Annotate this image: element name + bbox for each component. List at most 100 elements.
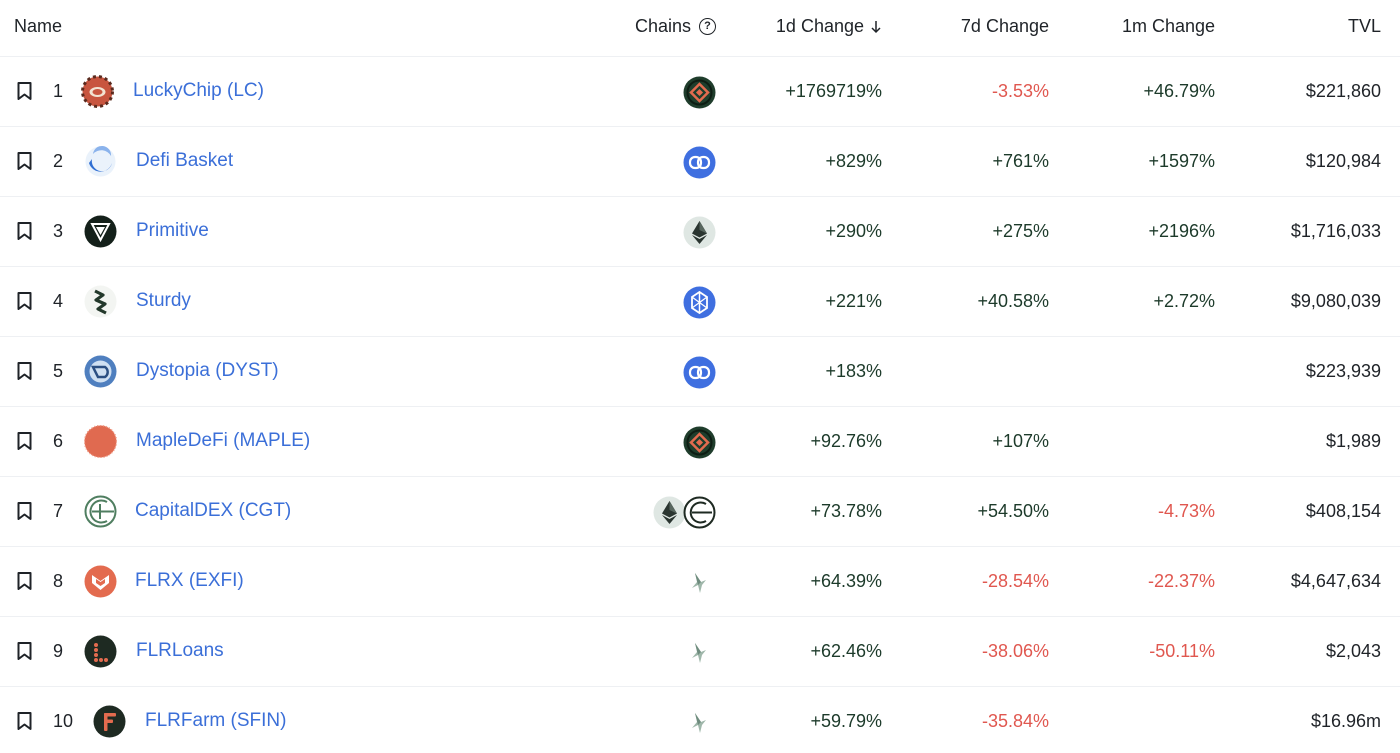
header-name[interactable]: Name: [14, 16, 63, 36]
change-7d-value: +275%: [992, 221, 1049, 241]
table-row: 4 Sturdy +221% +40.58% +2.72% $9,080,039: [0, 267, 1400, 337]
songbird-chain-icon[interactable]: [683, 636, 716, 669]
header-1d-change-label: 1d Change: [775, 16, 864, 36]
chains-cell: [653, 496, 716, 530]
protocol-name-link[interactable]: LuckyChip (LC): [133, 80, 264, 101]
bookmark-icon[interactable]: [16, 501, 33, 521]
rank-number: 5: [53, 361, 64, 381]
change-7d-value: +54.50%: [977, 501, 1049, 521]
bookmark-icon[interactable]: [16, 221, 33, 241]
fantom-chain-icon[interactable]: [683, 286, 716, 319]
bookmark-icon[interactable]: [16, 81, 33, 101]
bnb-chain-icon[interactable]: [683, 426, 716, 459]
change-7d-value: -38.06%: [981, 641, 1049, 661]
songbird-chain-icon[interactable]: [683, 566, 716, 599]
chains-cell: [683, 426, 716, 460]
primitive-logo: [84, 215, 117, 248]
protocol-name-link[interactable]: Primitive: [136, 220, 209, 241]
change-7d-value: -3.53%: [991, 81, 1049, 101]
bnb-chain-icon[interactable]: [683, 76, 716, 109]
table-row: 3 Primitive +290% +275% +2196% $1,716,033: [0, 197, 1400, 267]
chains-cell: [683, 566, 716, 600]
protocol-name-link[interactable]: Dystopia (DYST): [136, 360, 279, 381]
bookmark-icon[interactable]: [16, 151, 33, 171]
tvl-value: $120,984: [1305, 151, 1381, 171]
rank-number: 8: [53, 571, 64, 591]
header-chains: Chains ?: [635, 16, 716, 37]
rank-number: 4: [53, 291, 64, 311]
table-row: 1 LuckyChip (LC) +1769719% -3.53% +46.79% $22…: [0, 57, 1400, 127]
change-1m-value: -22.37%: [1147, 571, 1215, 591]
change-1d-value: +73.78%: [810, 501, 882, 521]
chains-cell: [683, 286, 716, 320]
change-1m-value: -4.73%: [1157, 501, 1215, 521]
flrfarm-logo: [93, 705, 126, 738]
tvl-value: $1,989: [1325, 431, 1381, 451]
change-7d-value: -28.54%: [981, 571, 1049, 591]
protocol-name-link[interactable]: MapleDeFi (MAPLE): [136, 430, 311, 451]
header-7d-change[interactable]: 7d Change: [960, 16, 1049, 36]
header-chains-label: Chains: [634, 16, 691, 36]
change-1d-value: +290%: [825, 221, 882, 241]
bookmark-icon[interactable]: [16, 711, 33, 731]
protocol-name-link[interactable]: Sturdy: [136, 290, 191, 311]
change-1m-value: -50.11%: [1149, 641, 1215, 661]
change-7d-value: +761%: [992, 151, 1049, 171]
change-1d-value: +62.46%: [810, 641, 882, 661]
table-row: 9 FLRLoans +62.46% -38.06% -50.11% $2,043: [0, 617, 1400, 687]
protocol-name-link[interactable]: FLRFarm (SFIN): [145, 710, 287, 731]
rank-number: 3: [53, 221, 64, 241]
change-1m-value: +2196%: [1148, 221, 1215, 241]
tvl-value: $4,647,634: [1290, 571, 1381, 591]
polygon-chain-icon[interactable]: [683, 356, 716, 389]
chains-cell: [683, 706, 716, 740]
bookmark-icon[interactable]: [16, 361, 33, 381]
songbird-chain-icon[interactable]: [683, 706, 716, 739]
rank-number: 6: [53, 431, 64, 451]
chains-cell: [683, 636, 716, 670]
mapledefi-logo: [83, 424, 118, 459]
table-row: 8 FLRX (EXFI) +64.39% -28.54% -22.37% $4,647,…: [0, 547, 1400, 617]
capitaldex-chain-icon[interactable]: [683, 496, 716, 529]
table-row: 6 MapleDeFi (MAPLE) +92.76% +107% $1,989: [0, 407, 1400, 477]
tvl-value: $9,080,039: [1290, 291, 1381, 311]
flrx-logo: [84, 565, 117, 598]
change-1d-value: +221%: [825, 291, 882, 311]
chains-cell: [683, 76, 716, 110]
chains-cell: [683, 146, 716, 180]
change-1m-value: +1597%: [1148, 151, 1215, 171]
chains-cell: [683, 216, 716, 250]
table-row: 5 Dystopia (DYST) +183% $223,939: [0, 337, 1400, 407]
header-1m-change[interactable]: 1m Change: [1121, 16, 1215, 36]
dystopia-logo: [84, 355, 117, 388]
change-1m-value: +2.72%: [1153, 291, 1215, 311]
header-tvl[interactable]: TVL: [1347, 16, 1381, 36]
table-header: Name Chains ? 1d Change 7d Change 1m Cha…: [0, 0, 1400, 57]
tvl-value: $2,043: [1325, 641, 1381, 661]
help-circle-icon[interactable]: ?: [699, 18, 716, 35]
tvl-value: $16.96m: [1310, 711, 1381, 731]
tvl-value: $221,860: [1305, 81, 1381, 101]
rank-number: 1: [53, 81, 64, 101]
bookmark-icon[interactable]: [16, 641, 33, 661]
change-1d-value: +59.79%: [810, 711, 882, 731]
sturdy-logo: [84, 285, 117, 318]
bookmark-icon[interactable]: [16, 291, 33, 311]
protocol-name-link[interactable]: Defi Basket: [136, 150, 234, 171]
ethereum-chain-icon[interactable]: [683, 216, 716, 249]
change-1d-value: +829%: [825, 151, 882, 171]
bookmark-icon[interactable]: [16, 571, 33, 591]
table-row: 10 FLRFarm (SFIN) +59.79% -35.84% $16.96m: [0, 687, 1400, 753]
ethereum-chain-icon[interactable]: [653, 496, 686, 529]
bookmark-icon[interactable]: [16, 431, 33, 451]
change-1d-value: +64.39%: [810, 571, 882, 591]
protocol-name-link[interactable]: CapitalDEX (CGT): [135, 500, 292, 521]
change-1d-value: +183%: [825, 361, 882, 381]
header-1d-change[interactable]: 1d Change: [776, 16, 882, 37]
protocol-name-link[interactable]: FLRX (EXFI): [135, 570, 244, 591]
protocol-name-link[interactable]: FLRLoans: [136, 640, 224, 661]
capitaldex-logo: [84, 495, 117, 528]
tvl-value: $408,154: [1305, 501, 1381, 521]
polygon-chain-icon[interactable]: [683, 146, 716, 179]
